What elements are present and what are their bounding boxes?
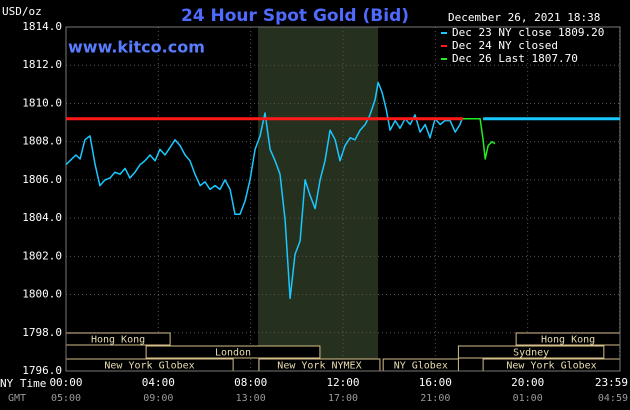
x-tick-label: 12:00 — [326, 376, 359, 389]
x-tick-label: 08:00 — [234, 376, 267, 389]
x-axis-label: NY Time — [0, 377, 46, 390]
y-tick-label: 1810.0 — [22, 96, 62, 109]
x2-tick-label: 01:00 — [513, 393, 543, 404]
session-label: New York NYMEX — [277, 361, 361, 372]
y-tick-label: 1802.0 — [22, 249, 62, 262]
session-box — [145, 345, 321, 359]
x-tick-label: 23:59 — [595, 376, 628, 389]
session-box — [457, 345, 605, 359]
session-label: New York Globex — [104, 361, 194, 372]
session-label: NY Globex — [394, 361, 448, 372]
x2-tick-label: 09:00 — [143, 393, 173, 404]
y-tick-label: 1796.0 — [22, 364, 62, 377]
x-tick-label: 04:00 — [142, 376, 175, 389]
series-line — [463, 117, 496, 160]
y-tick-label: 1806.0 — [22, 173, 62, 186]
session-label: Sydney — [513, 348, 549, 359]
shaded-region — [258, 27, 379, 371]
plot-border — [65, 26, 621, 372]
y-tick-label: 1814.0 — [22, 20, 62, 33]
legend-label: Dec 23 NY close 1809.20 — [452, 26, 604, 39]
x-tick-label: 20:00 — [511, 376, 544, 389]
x2-axis-label: GMT — [8, 393, 26, 404]
x-tick-label: 00:00 — [49, 376, 82, 389]
legend-label: Dec 26 Last 1807.70 — [452, 52, 578, 65]
session-label: Hong Kong — [541, 335, 595, 346]
timestamp: December 26, 2021 18:38 — [448, 11, 600, 24]
x2-tick-label: 05:00 — [51, 393, 81, 404]
x2-tick-label: 13:00 — [236, 393, 266, 404]
session-label: New York Globex — [506, 361, 596, 372]
x2-tick-label: 04:59 — [598, 393, 628, 404]
session-label: London — [215, 348, 251, 359]
legend-label: Dec 24 NY closed — [452, 39, 558, 52]
x-tick-label: 16:00 — [419, 376, 452, 389]
y-tick-label: 1808.0 — [22, 135, 62, 148]
y-tick-label: 1804.0 — [22, 211, 62, 224]
y-tick-label: 1800.0 — [22, 288, 62, 301]
chart-title: 24 Hour Spot Gold (Bid) — [181, 6, 409, 26]
watermark: www.kitco.com — [68, 38, 205, 57]
x2-tick-label: 21:00 — [420, 393, 450, 404]
session-label: Hong Kong — [91, 335, 145, 346]
x2-tick-label: 17:00 — [328, 393, 358, 404]
series-line — [65, 81, 463, 300]
unit-label: USD/oz — [2, 5, 42, 18]
y-tick-label: 1812.0 — [22, 58, 62, 71]
y-tick-label: 1798.0 — [22, 326, 62, 339]
